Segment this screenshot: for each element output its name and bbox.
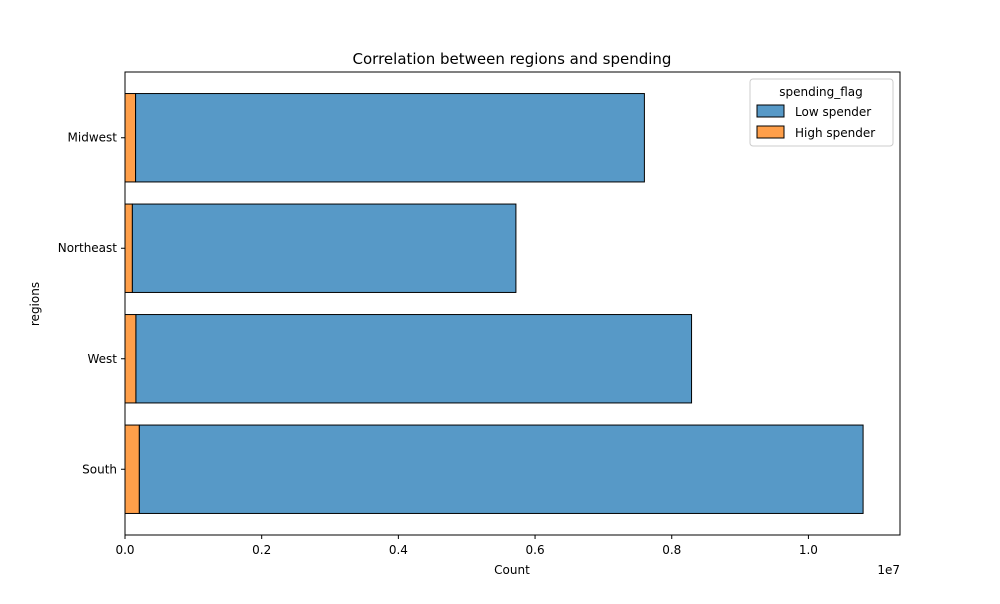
x-axis-label: Count [494,563,530,577]
x-tick-label: 0.0 [115,543,134,557]
bar-northeast-high-spender [124,203,133,293]
x-tick-label: 0.6 [526,543,545,557]
plot-frame [124,71,901,536]
legend-swatch-high-spender [756,125,785,139]
bar-northeast-low-spender [131,203,517,293]
y-tick-label: Midwest [68,131,118,145]
legend-box [749,78,894,147]
chart-title: Correlation between regions and spending [353,50,672,68]
bar-midwest-high-spender [124,93,137,183]
y-tick-label: West [87,352,117,366]
bar-south-low-spender [138,424,864,514]
legend-label-high-spender: High spender [795,126,875,140]
legend-swatch-low-spender [756,104,785,118]
y-axis: Midwest Northeast West South [58,131,125,476]
x-tick-label: 0.8 [662,543,681,557]
x-tick-label: 0.2 [252,543,271,557]
y-axis-label: regions [28,282,42,326]
x-tick-label: 0.4 [389,543,408,557]
bar-west-high-spender [124,314,137,404]
plot-area [124,93,864,514]
y-tick-label: South [82,462,117,476]
x-axis-scale-label: 1e7 [877,563,900,577]
x-axis: 0.0 0.2 0.4 0.6 0.8 1.0 [115,535,818,557]
legend-label-low-spender: Low spender [795,105,871,119]
bar-west-low-spender [135,314,693,404]
bar-south-high-spender [124,424,140,514]
bar-midwest-low-spender [135,93,645,183]
y-tick-label: Northeast [58,241,118,255]
legend-title: spending_flag [779,85,863,99]
x-tick-label: 1.0 [799,543,818,557]
legend: spending_flag Low spender High spender [749,78,894,147]
